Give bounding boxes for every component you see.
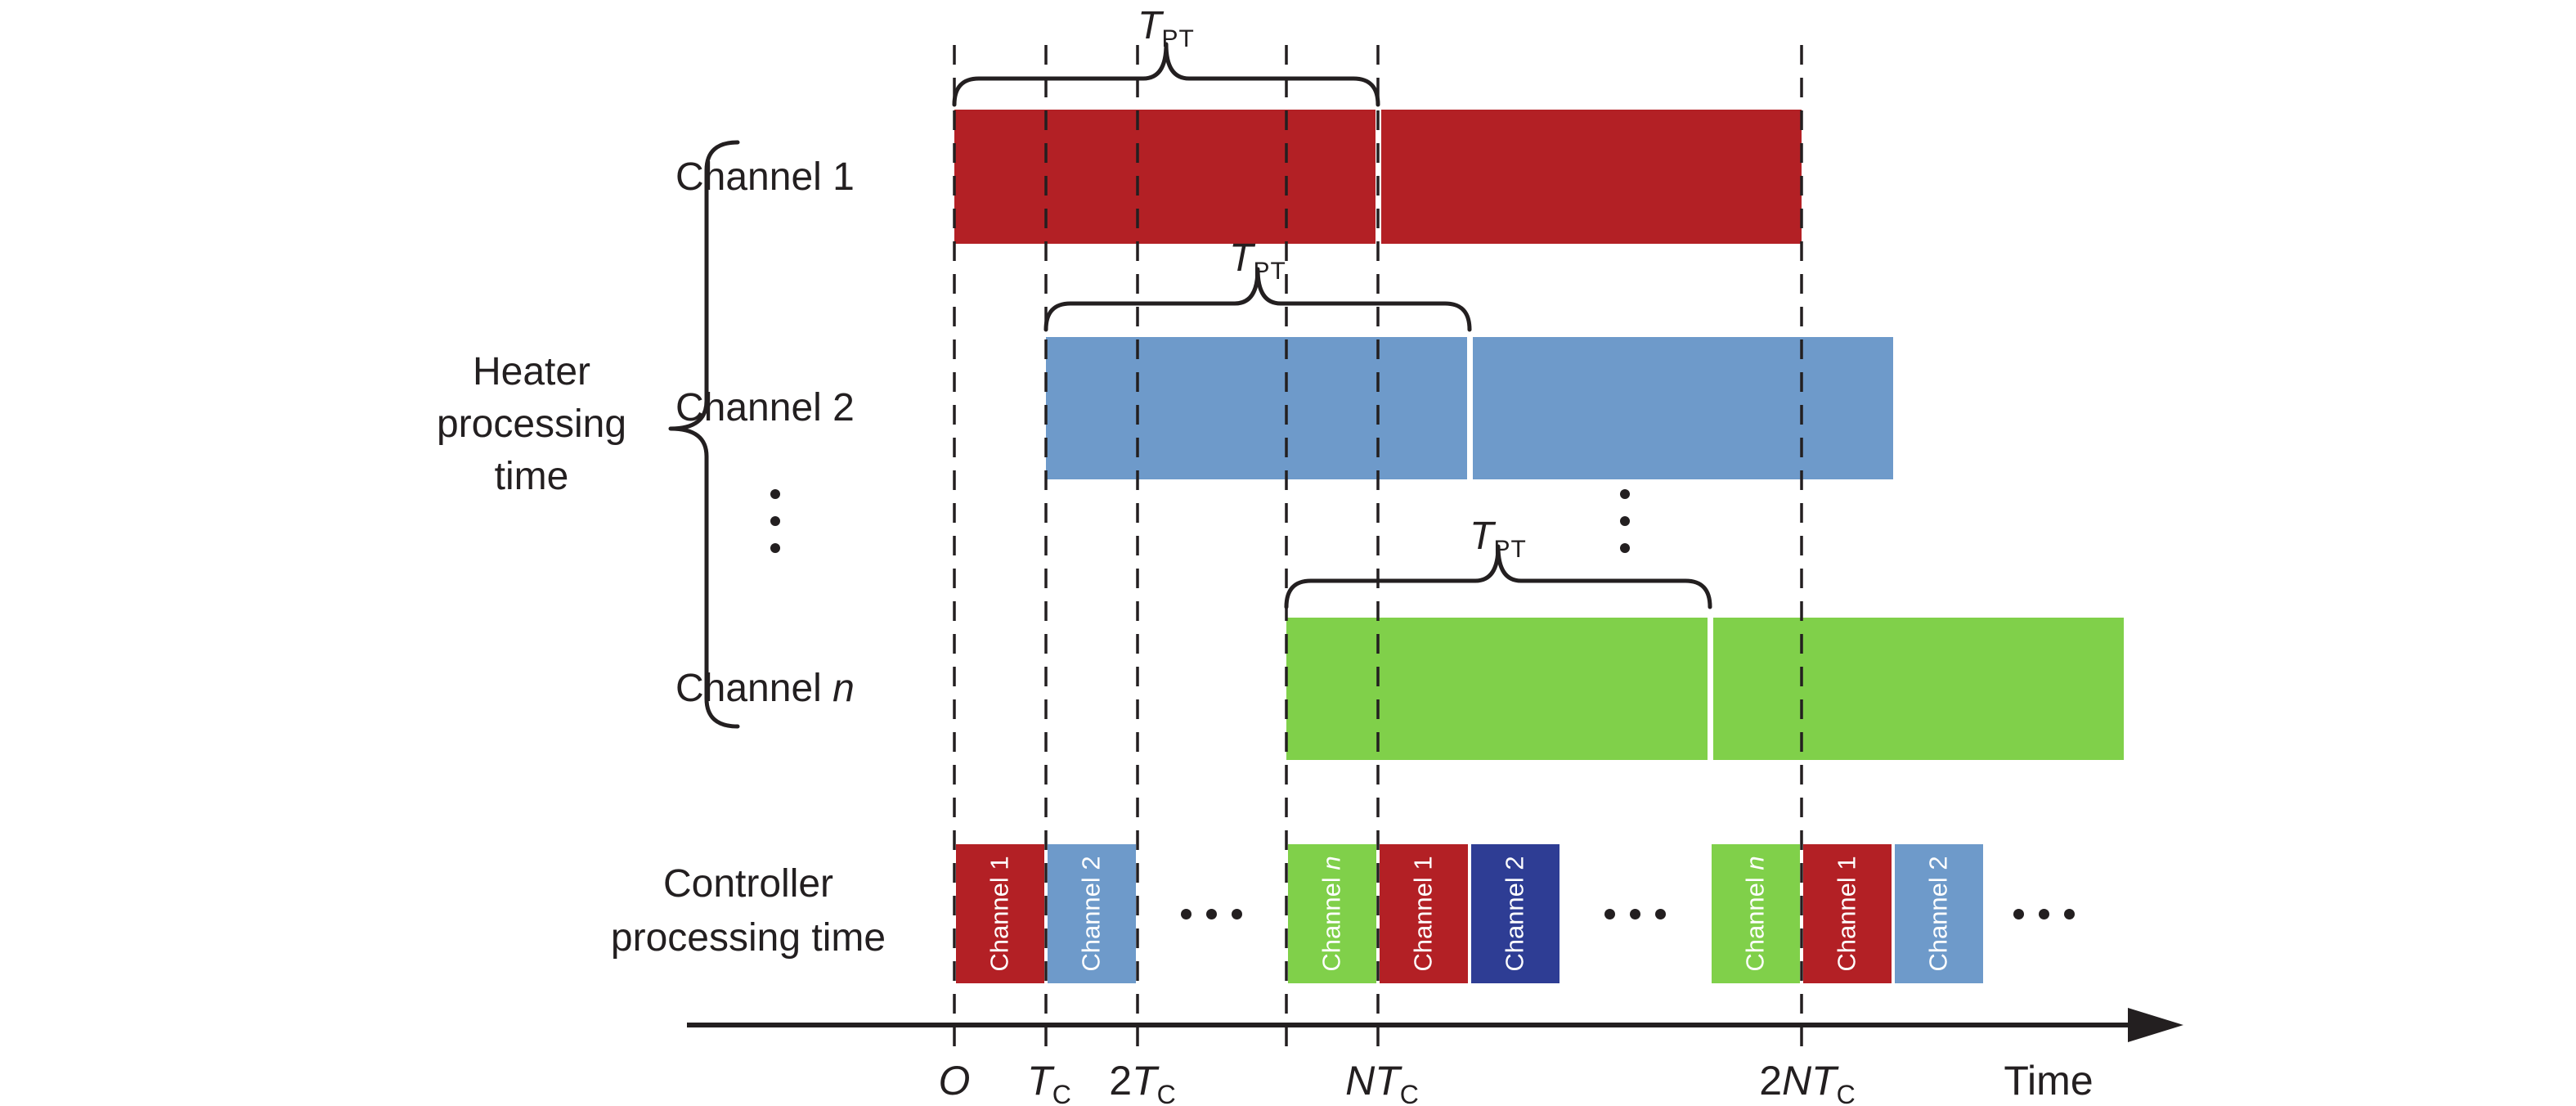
- controller-section-title: Controller processing time: [611, 857, 886, 965]
- heater-bar-channel1-segment1: [954, 110, 1376, 244]
- controller-bar-g3-channel-n: Channel n: [1712, 844, 1800, 983]
- heater-bar-channel-n-segment2: [1713, 618, 2124, 760]
- channel2-label-text: Channel 2: [675, 386, 855, 429]
- heater-bar-channel2-segment2: [1473, 337, 1893, 479]
- heater-title-line3: time: [494, 455, 569, 498]
- axis-tick-tc: TC: [1027, 1058, 1071, 1106]
- ellipsis-horizontal-icon-2: [1604, 909, 1666, 919]
- heater-bar-channel1-segment2: [1381, 110, 1802, 244]
- ellipsis-horizontal-icon-1: [1181, 909, 1242, 919]
- ellipsis-horizontal-icon-3: [2013, 909, 2075, 919]
- ellipsis-vertical-icon-left: [770, 489, 780, 570]
- controller-bar-g3-channel1: Channel 1: [1803, 844, 1892, 983]
- channel-n-label-text: Channel: [675, 667, 833, 710]
- heater-group-brace: [671, 142, 738, 726]
- controller-bar-g2-channel2: Channel 2: [1471, 844, 1560, 983]
- heater-title-line1: Heater: [472, 350, 591, 393]
- heater-title-line2: processing: [436, 402, 627, 446]
- tpt-label-channel1: TPT: [1138, 4, 1195, 52]
- heater-row-label-channel1: Channel 1: [675, 158, 855, 197]
- time-axis-arrowhead-icon: [2128, 1008, 2183, 1042]
- heater-bar-channel2-segment1: [1046, 337, 1467, 479]
- axis-tick-origin: O: [938, 1058, 971, 1104]
- axis-tick-2tc: 2TC: [1109, 1058, 1176, 1106]
- controller-title-line2: processing time: [610, 916, 886, 960]
- heater-bar-channel-n-segment1: [1286, 618, 1708, 760]
- channel1-label-text: Channel 1: [675, 155, 855, 199]
- controller-bar-g1-channel2: Channel 2: [1048, 844, 1136, 983]
- ellipsis-vertical-icon-right: [1620, 489, 1630, 570]
- axis-tick-ntc: NTC: [1345, 1058, 1419, 1106]
- controller-bar-g2-channel1: Channel 1: [1380, 844, 1468, 983]
- axis-tick-2ntc: 2NTC: [1759, 1058, 1856, 1106]
- heater-row-label-channel-n: Channel n: [675, 667, 855, 710]
- heater-row-label-channel2: Channel 2: [675, 389, 855, 428]
- controller-title-line1: Controller: [662, 862, 834, 906]
- controller-bar-g1-channel1: Channel 1: [956, 844, 1044, 983]
- heater-section-title: Heater processing time: [437, 346, 626, 503]
- controller-bar-g3-channel2: Channel 2: [1895, 844, 1983, 983]
- tpt-brace-channel1: [954, 44, 1378, 105]
- tpt-label-channel2: TPT: [1229, 236, 1286, 285]
- tpt-label-channel-n: TPT: [1470, 515, 1527, 563]
- controller-bar-g2-channel-n: Channel n: [1288, 844, 1376, 983]
- axis-time-label: Time: [2004, 1058, 2094, 1104]
